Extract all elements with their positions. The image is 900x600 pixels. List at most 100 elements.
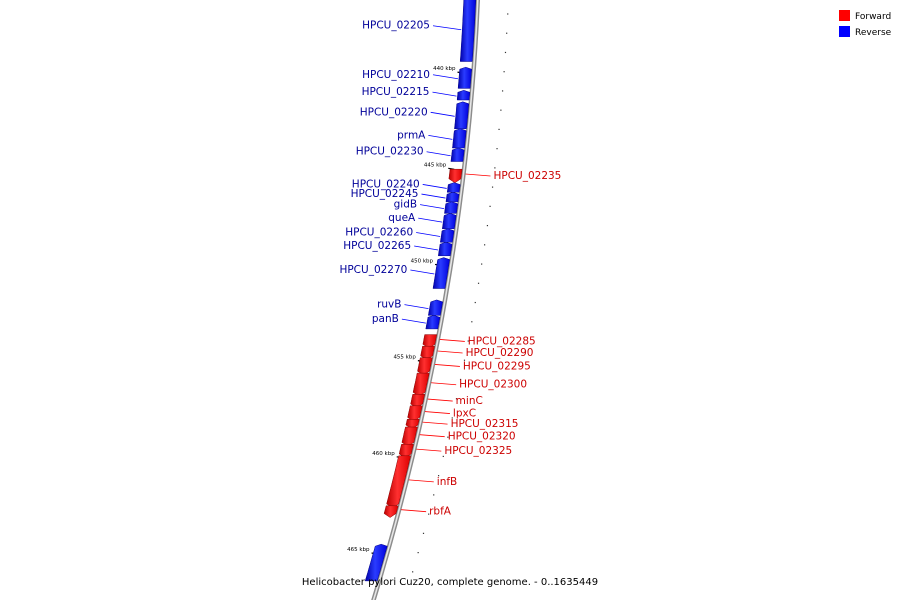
- gene-label: HPCU_02215: [362, 86, 430, 98]
- gene-label: HPCU_02300: [459, 379, 527, 391]
- gene-unlabeled[interactable]: [364, 543, 388, 582]
- tick-label: 460 kbp: [372, 451, 395, 457]
- tick-mark-minor: [501, 90, 504, 92]
- gene-label: rbfA: [429, 506, 452, 518]
- tick-mark-minor: [498, 128, 500, 131]
- gene-label: gidB: [394, 199, 417, 211]
- gene-HPCU_02260[interactable]: [440, 228, 455, 243]
- tick-mark-minor: [474, 301, 476, 304]
- gene-HPCU_02230[interactable]: [450, 147, 465, 162]
- tick-mark-minor: [481, 263, 483, 265]
- tick-mark-minor: [486, 224, 489, 227]
- tick-mark-minor: [455, 398, 458, 400]
- tick-label: 445 kbp: [424, 162, 447, 168]
- legend-forward-label: Forward: [855, 12, 891, 22]
- gene-HPCU_02235[interactable]: [448, 168, 463, 184]
- tick-mark-minor: [412, 571, 414, 573]
- label-leader: [434, 364, 460, 367]
- tick-mark-minor: [459, 378, 462, 381]
- gene-label: HPCU_02320: [448, 431, 516, 443]
- gene-label: HPCU_02265: [343, 240, 411, 252]
- label-leader: [416, 448, 442, 452]
- gene-label: HPCU_02315: [451, 418, 519, 430]
- gene-label: HPCU_02290: [466, 347, 534, 359]
- gene-HPCU_02215[interactable]: [456, 90, 471, 101]
- gene-gidB[interactable]: [444, 201, 458, 214]
- gene-rbfA[interactable]: [383, 505, 399, 518]
- label-leader: [418, 217, 443, 223]
- tick-label: 450 kbp: [411, 258, 434, 264]
- gene-HPCU_02270[interactable]: [432, 257, 450, 289]
- gene-label: ruvB: [377, 299, 401, 311]
- gene-label: minC: [456, 395, 483, 407]
- tick-label: 455 kbp: [393, 355, 416, 361]
- label-leader: [427, 398, 453, 402]
- tick-label: 440 kbp: [433, 66, 456, 72]
- gene-label: panB: [372, 313, 399, 325]
- gene-prmA[interactable]: [452, 128, 467, 149]
- sequence-title: Helicobacter pylori Cuz20, complete geno…: [301, 577, 599, 588]
- label-leader: [432, 91, 457, 97]
- gene-HPCU_02240[interactable]: [446, 182, 461, 193]
- tick-mark-minor: [422, 532, 425, 534]
- tick-mark-minor: [467, 340, 469, 342]
- legend-reverse-swatch: [839, 26, 850, 37]
- label-leader: [410, 269, 435, 275]
- label-leader: [421, 193, 446, 199]
- label-leader: [465, 173, 491, 177]
- tick-mark-minor: [477, 282, 480, 284]
- tick-mark-minor: [463, 359, 466, 361]
- tick-mark-minor: [494, 167, 496, 169]
- label-leader: [437, 350, 463, 354]
- gene-panB[interactable]: [425, 315, 441, 330]
- label-leader: [408, 479, 434, 483]
- label-leader: [424, 411, 450, 414]
- gene-label: prmA: [397, 129, 426, 141]
- label-leader: [426, 151, 451, 157]
- tick-mark-minor: [437, 475, 440, 477]
- tick-mark-minor: [503, 71, 505, 73]
- tick-mark-minor: [491, 186, 494, 188]
- legend: Forward Reverse: [839, 10, 892, 38]
- legend-reverse-label: Reverse: [855, 28, 892, 38]
- tick-mark-minor: [500, 109, 502, 111]
- gene-label: HPCU_02295: [463, 360, 531, 372]
- label-leader: [430, 111, 455, 117]
- label-leader: [422, 421, 448, 425]
- tick-mark-minor: [504, 51, 507, 54]
- gene-label: HPCU_02205: [362, 20, 430, 32]
- label-leader: [404, 304, 429, 310]
- tick-mark-minor: [506, 32, 508, 34]
- gene-HPCU_02210[interactable]: [457, 66, 472, 89]
- tick-mark-minor: [451, 417, 453, 419]
- tick-mark-minor: [433, 494, 435, 496]
- tick-mark-minor: [442, 455, 444, 458]
- tick-mark-minor: [496, 148, 498, 150]
- gene-queA[interactable]: [442, 213, 457, 230]
- gene-ruvB[interactable]: [428, 299, 443, 316]
- tick-mark-minor: [507, 13, 509, 15]
- label-leader: [428, 134, 453, 140]
- tick-mark-minor: [447, 436, 449, 438]
- label-leader: [401, 318, 426, 324]
- tick-label: 465 kbp: [347, 547, 370, 553]
- gene-label: HPCU_02285: [468, 335, 536, 347]
- tick-mark-minor: [417, 552, 419, 554]
- label-leader: [431, 382, 457, 386]
- gene-label: HPCU_02240: [352, 178, 420, 190]
- gene-label: HPCU_02210: [362, 69, 430, 81]
- label-leader: [401, 509, 427, 513]
- gene-HPCU_02220[interactable]: [454, 101, 470, 130]
- gene-label: infB: [437, 476, 457, 488]
- gene-label: lpxC: [453, 408, 476, 420]
- label-leader: [419, 434, 445, 438]
- gene-HPCU_02245[interactable]: [445, 191, 460, 203]
- gene-label: HPCU_02245: [351, 188, 419, 200]
- gene-label: queA: [388, 212, 416, 224]
- gene-HPCU_02205[interactable]: [459, 0, 477, 62]
- sequence-backbone-highlight: [372, 0, 479, 600]
- label-leader: [422, 184, 447, 189]
- tick-mark-minor: [471, 321, 473, 323]
- gene-HPCU_02265[interactable]: [438, 241, 453, 257]
